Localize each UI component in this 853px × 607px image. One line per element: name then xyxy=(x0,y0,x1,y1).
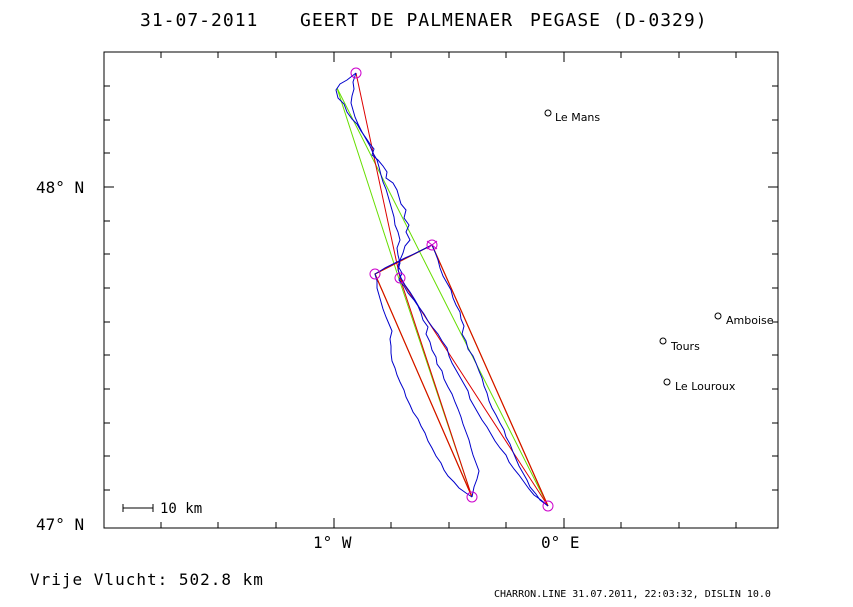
gps-track xyxy=(350,72,549,507)
lat-label-47: 47° N xyxy=(36,515,84,534)
city-label: Tours xyxy=(670,340,700,353)
turnpoint-marker xyxy=(394,272,406,284)
scale-bar xyxy=(122,504,154,512)
gps-track xyxy=(374,273,473,498)
turnpoint-marker xyxy=(426,239,438,251)
lat-label-48: 48° N xyxy=(36,178,84,197)
turnpoint-marker xyxy=(350,67,362,79)
gps-track xyxy=(374,244,549,507)
city-amboise: Amboise xyxy=(714,312,774,327)
green-route-line xyxy=(336,87,549,507)
pilot-name: GEERT DE PALMENAER xyxy=(300,10,513,31)
gps-track xyxy=(335,72,480,498)
city-le-louroux: Le Louroux xyxy=(663,378,736,393)
turnpoint-marker xyxy=(542,500,554,512)
red-route-line xyxy=(356,73,548,506)
turnpoint-marker xyxy=(369,268,381,280)
free-flight-distance: Vrije Vlucht: 502.8 km xyxy=(30,570,264,589)
city-label: Le Louroux xyxy=(675,380,736,393)
city-le-mans: Le Mans xyxy=(544,109,600,124)
glider-name: PEGASE (D-0329) xyxy=(530,10,708,31)
city-label: Le Mans xyxy=(555,111,600,124)
lon-label-0e: 0° E xyxy=(541,533,580,552)
city-label: Amboise xyxy=(726,314,774,327)
turnpoints xyxy=(350,67,554,512)
turnpoint-marker xyxy=(466,491,478,503)
start-marker-icon xyxy=(426,240,438,250)
credits: CHARRON.LINE 31.07.2011, 22:03:32, DISLI… xyxy=(494,589,771,600)
scale-label: 10 km xyxy=(160,501,202,517)
flight-date: 31-07-2011 xyxy=(140,10,258,31)
axis-ticks xyxy=(104,52,778,528)
lon-label-1w: 1° W xyxy=(313,533,352,552)
plot-frame xyxy=(103,51,779,529)
city-tours: Tours xyxy=(659,337,700,353)
